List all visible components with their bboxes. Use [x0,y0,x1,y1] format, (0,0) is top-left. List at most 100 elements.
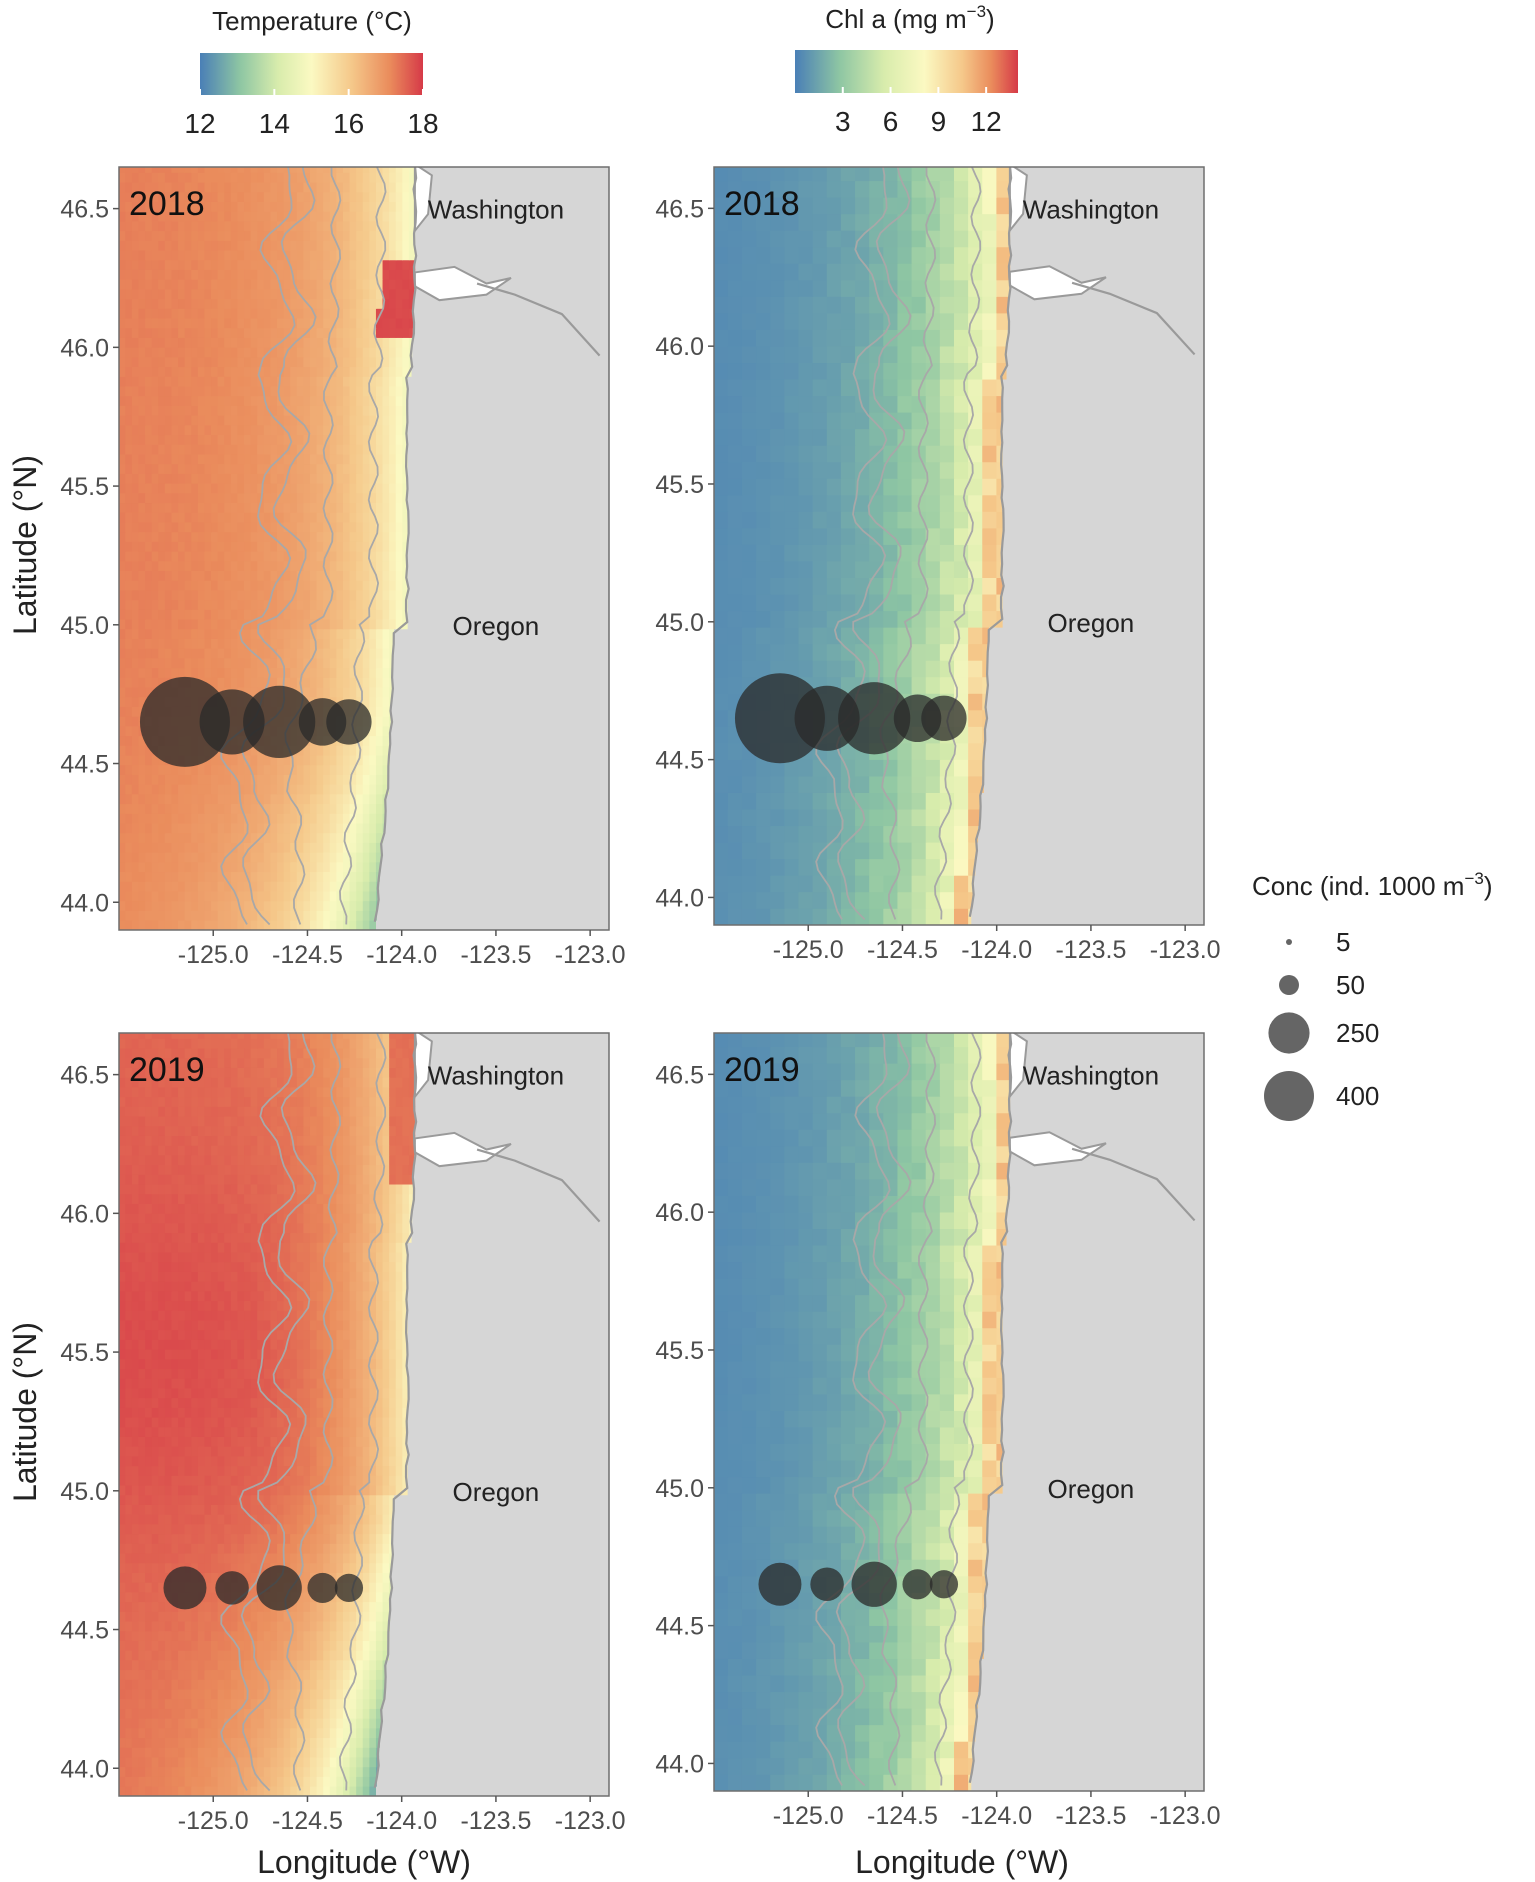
bathymetry-contour [815,167,891,920]
x-tick-label: -124.5 [272,941,343,969]
chl-tick-label: 12 [971,106,1002,137]
station-bubble [256,1565,302,1611]
y-tick-label: 46.0 [60,1200,109,1228]
temperature-legend-title: Temperature (°C) [212,6,412,36]
x-tick-label: -123.5 [1055,936,1126,964]
conc-legend-circle [1268,1012,1310,1054]
station-bubble [734,673,825,764]
x-tick-label: -124.0 [961,1802,1032,1830]
conc-legend-title-close: ) [1484,871,1493,901]
y-tick-label: 44.5 [655,1613,704,1641]
panel-border [118,1032,610,1797]
y-tick-label: 46.0 [655,1199,704,1227]
y-tick-label: 46.5 [60,196,109,224]
station-bubble [810,1567,844,1602]
conc-legend-items: 5 50 250 400 [1264,927,1379,1121]
station-bubble [139,676,230,767]
y-tick-label: 44.5 [60,1617,109,1645]
y-tick-label: 44.0 [655,1750,704,1778]
temperature-colorbar [200,53,423,95]
state-border-line [1071,281,1196,356]
conc-legend-circle [1264,1071,1314,1121]
x-tick-label: -123.0 [555,941,626,969]
label-oregon: Oregon [1048,1474,1135,1504]
bathymetry-contour [240,167,317,926]
axis-titles: Latitude (°N) Latitude (°N) Longitude (°… [7,455,1069,1880]
label-washington: Washington [1023,194,1159,224]
chl-legend-title-close: ) [986,4,995,34]
y-tick-label: 46.5 [655,1061,704,1089]
station-bubble [326,699,372,745]
station-bubble [921,695,967,741]
y-tick-label: 45.0 [60,1478,109,1506]
y-tick-label: 45.5 [60,473,109,501]
columbia-river-estuary [1008,1131,1107,1167]
y-tick-label: 46.0 [655,333,704,361]
columbia-river-estuary [413,265,512,302]
x-tick-label: -123.5 [460,1807,531,1835]
y-tick-label: 45.5 [60,1339,109,1367]
chl-colorbar [795,50,1018,93]
bathymetry-contour [934,167,982,920]
state-border-line [1071,1147,1196,1222]
map-panel-2018-temperature: Washington Oregon 2018 -125.0 -124.5 -124.0 -1… [60,166,626,969]
x-tick-label: -124.0 [366,941,437,969]
conc-legend: Conc (ind. 1000 m−3) 5 50 250 400 [1252,869,1493,1121]
bathymetry-contour [815,1033,891,1786]
conc-legend-label: 5 [1336,927,1350,957]
map-panel-2019-temperature: Washington Oregon 2019 -125.0 -124.5 -124.0 -1… [60,1032,626,1835]
map-panel-2019-chl: Washington Oregon 2019 -125.0 -124.5 -124.0 -1… [655,1032,1221,1830]
coastline [968,167,1013,917]
x-tick-label: -125.0 [773,936,844,964]
bathymetry-contour [284,167,342,925]
y-tick-label: 45.0 [60,612,109,640]
y-tick-label: 46.5 [60,1062,109,1090]
bathymetry-contour [879,167,937,920]
label-oregon: Oregon [453,1477,540,1507]
bathymetry-contour [284,1033,342,1791]
y-tick-label: 44.5 [655,747,704,775]
coastline [968,1033,1013,1783]
station-bubbles [758,1561,959,1607]
bathymetry-contour [934,1033,982,1786]
chl-legend-title-unit: (mg m [893,4,967,34]
bathymetry-contour [835,1033,912,1787]
conc-legend-label: 250 [1336,1018,1379,1048]
temperature-tick-label: 12 [184,108,215,139]
y-tick-label: 45.0 [655,609,704,637]
x-tick-label: -124.5 [867,936,938,964]
chl-colorbar-ticks: 3 6 9 12 [835,87,1002,137]
station-bubble [334,1573,364,1603]
station-bubble [902,1569,933,1600]
y-axis-title-bottom: Latitude (°N) [7,1322,43,1502]
y-tick-label: 45.5 [655,1337,704,1365]
conc-legend-label: 400 [1336,1081,1379,1111]
x-tick-label: -123.0 [555,1807,626,1835]
coastline [373,1033,418,1788]
label-oregon: Oregon [453,611,540,641]
y-axis-title-top: Latitude (°N) [7,455,43,635]
x-tick-label: -125.0 [178,941,249,969]
x-tick-label: -123.5 [460,941,531,969]
y-tick-label: 44.0 [60,1755,109,1783]
panel-border [713,166,1205,926]
label-washington: Washington [1023,1060,1159,1090]
x-tick-label: -124.0 [961,936,1032,964]
chl-tick-label: 6 [883,106,899,137]
x-axis-title-right: Longitude (°W) [855,1844,1069,1880]
y-tick-label: 44.0 [60,889,109,917]
temperature-legend: Temperature (°C) 12 14 16 18 [184,6,438,139]
temperature-tick-label: 16 [333,108,364,139]
station-bubble [929,1570,959,1599]
y-tick-label: 46.5 [655,195,704,223]
panel-year-label: 2019 [724,1051,800,1089]
x-tick-label: -124.0 [366,1807,437,1835]
temperature-tick-label: 14 [259,108,290,139]
conc-legend-title-main: Conc (ind. 1000 m [1252,871,1464,901]
conc-legend-circle [1279,975,1299,995]
x-tick-label: -124.5 [867,1802,938,1830]
conc-legend-title: Conc (ind. 1000 m−3) [1252,869,1493,901]
x-axis-title-left: Longitude (°W) [257,1844,471,1880]
bathymetry-contour [339,167,387,925]
